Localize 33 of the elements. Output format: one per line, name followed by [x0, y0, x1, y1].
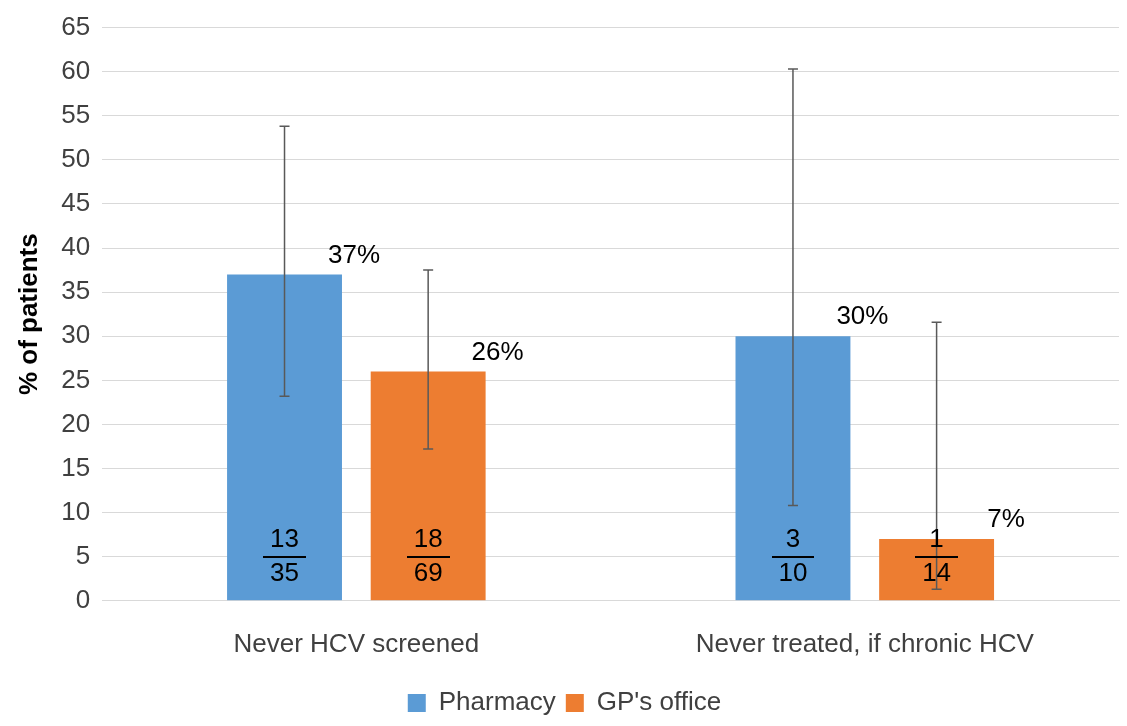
y-tick-label: 45	[61, 187, 91, 218]
y-tick-label: 65	[61, 10, 91, 41]
y-tick-label: 60	[61, 54, 91, 85]
y-tick-label: 15	[61, 451, 91, 482]
data-label: 7%	[987, 503, 1025, 534]
annotation: 10	[778, 556, 808, 587]
y-tick-label: 30	[61, 319, 91, 350]
annotation: 1	[929, 522, 944, 553]
annotation: 13	[270, 522, 299, 553]
annotation: 69	[413, 556, 443, 587]
y-tick-label: 25	[61, 363, 91, 394]
y-axis-title: % of patients	[12, 233, 43, 396]
y-tick-label: 55	[61, 98, 91, 129]
legend-label: GP's office	[596, 686, 722, 717]
y-tick-label: 0	[75, 583, 91, 614]
x-tick-label: Never HCV screened	[233, 627, 480, 658]
x-tick-label: Never treated, if chronic HCV	[695, 627, 1035, 658]
annotation: 18	[413, 522, 443, 553]
annotation: 3	[785, 522, 801, 553]
data-label: 37%	[327, 238, 380, 269]
data-label: 30%	[836, 300, 889, 331]
y-tick-label: 10	[61, 495, 91, 526]
annotation: 35	[270, 556, 299, 587]
bar	[227, 274, 342, 601]
y-tick-label: 50	[61, 143, 91, 174]
y-tick-label: 5	[75, 539, 91, 570]
y-tick-label: 35	[61, 275, 91, 306]
bar	[735, 336, 851, 601]
legend-label: Pharmacy	[438, 686, 556, 717]
bar	[370, 371, 486, 601]
y-tick-label: 20	[61, 407, 91, 438]
y-tick-label: 40	[61, 231, 91, 262]
data-label: 26%	[471, 335, 524, 366]
